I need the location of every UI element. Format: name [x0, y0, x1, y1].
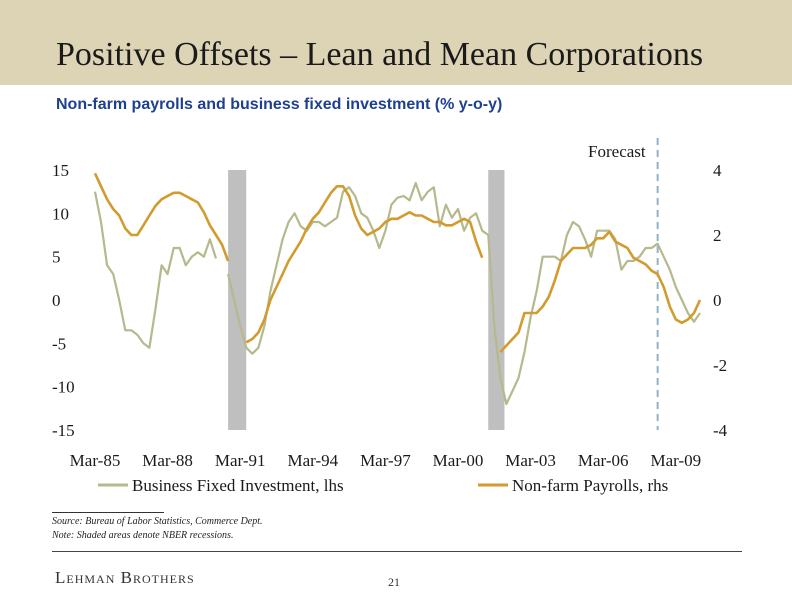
- page-number: 21: [388, 575, 400, 589]
- y-left-tick-label: 10: [52, 204, 69, 223]
- y-left-tick-label: -5: [52, 334, 66, 353]
- title-band: [0, 0, 792, 85]
- brand-logo: Lehman Brothers: [55, 568, 195, 587]
- forecast-label: Forecast: [588, 142, 646, 161]
- series-line-bfi: [93, 181, 701, 406]
- y-left-tick-label: -15: [52, 421, 75, 440]
- x-tick-label: Mar-94: [287, 451, 338, 470]
- recession-note: Note: Shaded areas denote NBER recession…: [52, 530, 234, 541]
- source-note: Source: Bureau of Labor Statistics, Comm…: [52, 516, 263, 527]
- y-right-tick-label: 0: [713, 291, 722, 310]
- y-right-tick-label: -2: [713, 356, 727, 375]
- x-tick-label: Mar-06: [578, 451, 629, 470]
- slide-title: Positive Offsets – Lean and Mean Corpora…: [56, 36, 704, 73]
- recession-band: [228, 170, 247, 430]
- x-tick-label: Mar-88: [142, 451, 193, 470]
- y-right-tick-label: 4: [713, 161, 722, 180]
- footnote-divider: [52, 512, 164, 513]
- series-line-payrolls: [93, 172, 702, 353]
- x-tick-label: Mar-97: [360, 451, 411, 470]
- x-tick-label: Mar-03: [505, 451, 556, 470]
- y-left-tick-label: -10: [52, 378, 75, 397]
- x-tick-label: Mar-00: [433, 451, 484, 470]
- legend-label-payrolls: Non-farm Payrolls, rhs: [512, 476, 668, 495]
- chart: Forecast 15 10 5 0 -5 -10 -15 4 2 0 -2 -4 Mar-85 Mar-8…: [52, 138, 728, 495]
- x-tick-label: Mar-91: [215, 451, 266, 470]
- y-right-tick-label: -4: [713, 421, 728, 440]
- legend-label-bfi: Business Fixed Investment, lhs: [132, 476, 344, 495]
- x-tick-label: Mar-85: [70, 451, 121, 470]
- y-left-tick-label: 15: [52, 161, 69, 180]
- y-left-tick-label: 5: [52, 248, 61, 267]
- y-left-tick-label: 0: [52, 291, 61, 310]
- x-tick-label: Mar-09: [650, 451, 701, 470]
- chart-subtitle: Non-farm payrolls and business fixed inv…: [56, 96, 503, 113]
- footer-divider: [52, 551, 742, 552]
- recession-band: [488, 170, 505, 430]
- y-right-tick-label: 2: [713, 226, 722, 245]
